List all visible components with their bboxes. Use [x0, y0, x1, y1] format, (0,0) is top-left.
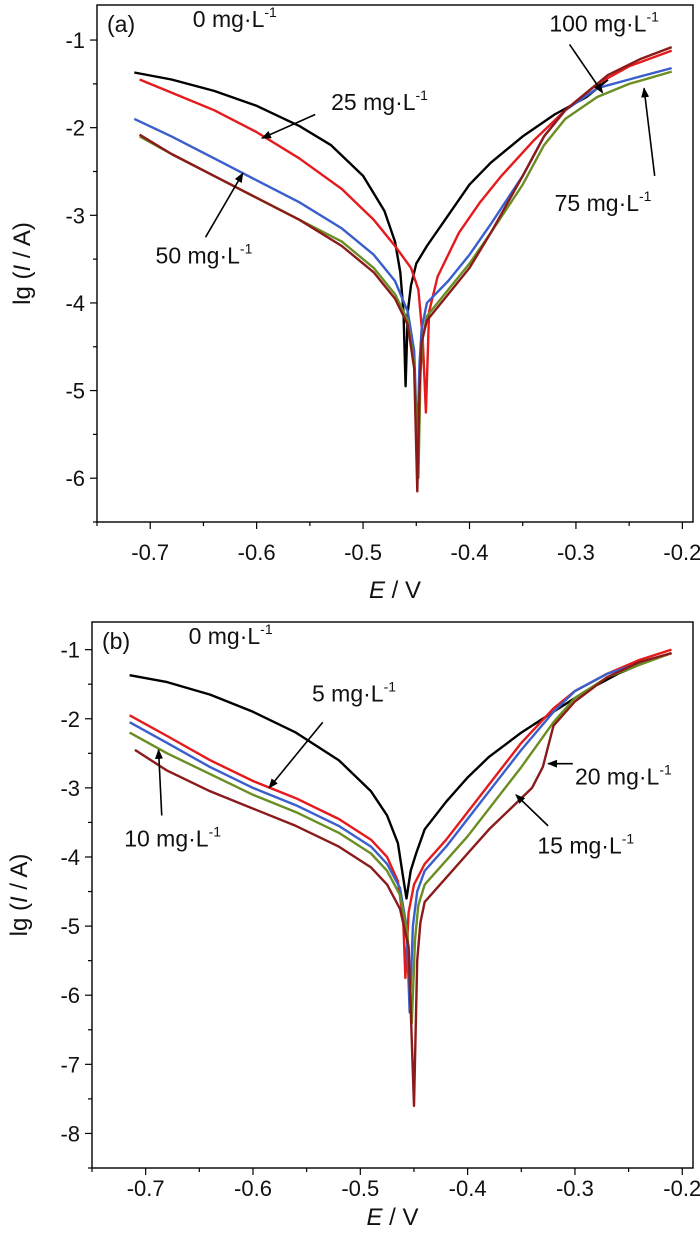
y-tick-label: -4: [60, 845, 80, 870]
series-line-0: [129, 651, 672, 900]
y-tick-label: -5: [65, 379, 85, 404]
y-tick-label: -8: [60, 1121, 80, 1146]
annotation-text: 100 mg·L: [549, 10, 646, 36]
annotation-arrow: [204, 172, 244, 238]
annotation-arrow: [261, 113, 316, 139]
series-line-3: [139, 70, 673, 480]
annotation-superscript: -1: [622, 831, 635, 847]
y-axis-label: lg (I / A): [6, 854, 33, 937]
x-tick-label: -0.3: [556, 1176, 594, 1201]
annotation-label: 10 mg·L-1: [124, 824, 221, 852]
y-tick-label: -6: [60, 983, 80, 1008]
annotation-label: 5 mg·L-1: [312, 678, 396, 706]
annotation-arrow: [268, 721, 324, 789]
y-axis-label-symbol: I: [9, 265, 36, 272]
annotation-label: 0 mg·L-1: [193, 4, 277, 32]
annotation-label: 50 mg·L-1: [156, 241, 253, 269]
x-tick-label: -0.5: [341, 1176, 379, 1201]
x-tick-label: -0.7: [131, 540, 169, 565]
x-tick-label: -0.6: [238, 540, 276, 565]
annotation-arrow: [515, 794, 549, 827]
x-axis-label-symbol: E: [369, 577, 386, 604]
series-line-1: [139, 49, 673, 414]
y-tick-label: -2: [65, 116, 85, 141]
annotation-text: 10 mg·L: [124, 826, 209, 852]
y-tick-label: -1: [65, 28, 85, 53]
y-axis-label-prefix: lg (: [9, 272, 36, 305]
annotation-text: 0 mg·L: [189, 623, 261, 649]
panel-label: (a): [107, 11, 135, 37]
plot-frame: [91, 621, 694, 1169]
x-tick-label: -0.4: [451, 540, 489, 565]
y-tick-label: -4: [65, 291, 85, 316]
y-axis-label-prefix: lg (: [6, 903, 33, 936]
x-tick-label: -0.2: [663, 1176, 700, 1201]
series-line-1: [129, 648, 672, 980]
y-tick-label: -7: [60, 1052, 80, 1077]
annotation-superscript: -1: [416, 87, 429, 103]
annotation-label: 25 mg·L-1: [331, 87, 428, 115]
y-tick-label: -3: [60, 776, 80, 801]
x-tick-label: -0.2: [663, 540, 700, 565]
panel-label: (b): [102, 628, 130, 654]
annotation-label: 20 mg·L-1: [575, 761, 672, 789]
annotation-text: 25 mg·L: [331, 89, 416, 115]
annotation-label: 0 mg·L-1: [189, 621, 273, 649]
annotation-text: 20 mg·L: [575, 763, 660, 789]
x-tick-label: -0.5: [344, 540, 382, 565]
y-tick-label: -6: [65, 466, 85, 491]
x-tick-label: -0.6: [234, 1176, 272, 1201]
annotation-label: 75 mg·L-1: [555, 188, 652, 216]
annotation-superscript: -1: [384, 678, 397, 694]
x-tick-label: -0.7: [127, 1176, 165, 1201]
annotation-arrow: [641, 87, 656, 176]
annotation-superscript: -1: [639, 188, 652, 204]
x-tick-label: -0.3: [557, 540, 595, 565]
series-line-4: [134, 651, 672, 1107]
x-axis-label-symbol: E: [366, 1204, 383, 1231]
x-axis-label: E / V: [369, 577, 421, 604]
y-axis-label-unit: / A): [9, 222, 36, 265]
annotation-text: 0 mg·L: [193, 6, 265, 32]
annotation-text: 15 mg·L: [537, 833, 622, 859]
series-line-3: [129, 651, 672, 1025]
y-tick-label: -3: [65, 203, 85, 228]
y-tick-label: -2: [60, 707, 80, 732]
annotation-superscript: -1: [260, 621, 273, 637]
annotation-superscript: -1: [659, 761, 672, 777]
plot-frame: [96, 4, 694, 523]
series-line-0: [134, 71, 609, 388]
annotation-superscript: -1: [264, 4, 277, 20]
annotation-text: 75 mg·L: [555, 190, 640, 216]
annotation-superscript: -1: [240, 241, 253, 257]
y-axis-label-symbol: I: [6, 896, 33, 903]
x-tick-label: -0.4: [449, 1176, 487, 1201]
annotation-text: 50 mg·L: [156, 243, 241, 269]
x-axis-label-unit: / V: [383, 1204, 419, 1231]
annotation-arrow: [154, 748, 163, 816]
x-axis-label: E / V: [366, 1204, 418, 1231]
annotation-superscript: -1: [646, 8, 659, 24]
annotation-label: 100 mg·L-1: [549, 8, 659, 36]
series-line-2: [129, 651, 672, 1014]
annotation-arrow: [568, 43, 604, 94]
annotation-label: 15 mg·L-1: [537, 831, 634, 859]
chart-panel-b: -0.7 -0.6 -0.5 -0.4 -0.3 -0.2 -1 -2 -3 -4 -5 -6 -7 -8…: [6, 621, 700, 1231]
annotation-text: 5 mg·L: [312, 680, 384, 706]
x-axis-label-unit: / V: [385, 577, 421, 604]
y-tick-label: -1: [60, 638, 80, 663]
chart-panel-a: -0.7 -0.6 -0.5 -0.4 -0.3 -0.2 -1 -2 -3 -4 -5 -6 E / …: [9, 4, 700, 604]
y-tick-label: -5: [60, 914, 80, 939]
series-line-4: [138, 45, 673, 493]
y-axis-label: lg (I / A): [9, 222, 36, 305]
y-axis-label-unit: / A): [6, 854, 33, 897]
annotation-superscript: -1: [209, 824, 222, 840]
